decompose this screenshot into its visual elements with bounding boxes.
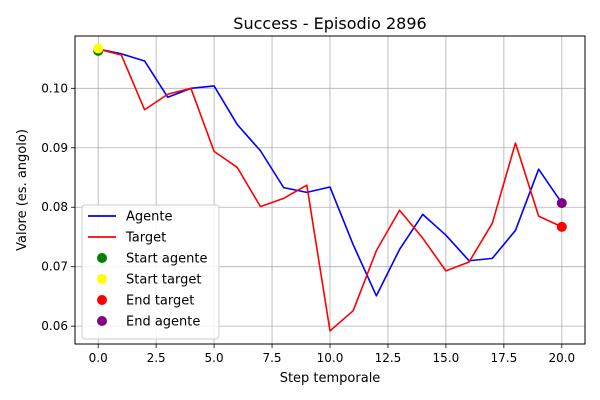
marker-start-target <box>93 43 104 54</box>
series-line-agente <box>98 48 563 297</box>
marker-end-agente <box>556 198 567 209</box>
x-tick-label: 10.0 <box>317 351 344 365</box>
x-tick-label: 20.0 <box>548 351 575 365</box>
series-line-target <box>97 48 563 332</box>
marker-layer <box>93 43 567 232</box>
legend: Agente Target Start agente Start target End … <box>81 204 220 340</box>
legend-label: Start target <box>126 273 201 288</box>
x-tick-label: 5.0 <box>205 351 224 365</box>
x-tick-label: 2.5 <box>147 351 166 365</box>
legend-swatch-dot <box>97 295 107 305</box>
legend-swatch-dot <box>97 253 107 263</box>
legend-label: Agente <box>126 210 172 225</box>
x-tick-label: 17.5 <box>491 351 518 365</box>
y-tick-label: 0.09 <box>41 141 68 155</box>
x-axis-label: Step temporale <box>280 371 381 386</box>
y-axis-label: Valore (es. angolo) <box>15 129 30 251</box>
y-axis-ticks: 0.06 0.07 0.08 0.09 0.10 <box>41 81 75 333</box>
chart-title: Success - Episodio 2896 <box>233 14 426 33</box>
series-layer <box>97 48 563 332</box>
legend-label: Start agente <box>126 252 207 267</box>
legend-swatch-dot <box>97 316 107 326</box>
x-axis-ticks: 0.0 2.5 5.0 7.5 10.0 12.5 15.0 17.5 20.0 <box>89 344 575 365</box>
legend-swatch-dot <box>97 274 107 284</box>
marker-end-target <box>556 221 567 232</box>
legend-box <box>81 204 220 340</box>
y-tick-label: 0.08 <box>41 200 68 214</box>
legend-label: End agente <box>126 315 200 330</box>
legend-label: Target <box>125 231 166 246</box>
y-tick-label: 0.10 <box>41 81 68 95</box>
x-tick-label: 15.0 <box>433 351 460 365</box>
y-tick-label: 0.07 <box>41 260 68 274</box>
y-tick-label: 0.06 <box>41 319 68 333</box>
x-tick-label: 7.5 <box>262 351 281 365</box>
x-tick-label: 12.5 <box>375 351 402 365</box>
x-tick-label: 0.0 <box>89 351 108 365</box>
legend-label: End target <box>126 294 194 309</box>
